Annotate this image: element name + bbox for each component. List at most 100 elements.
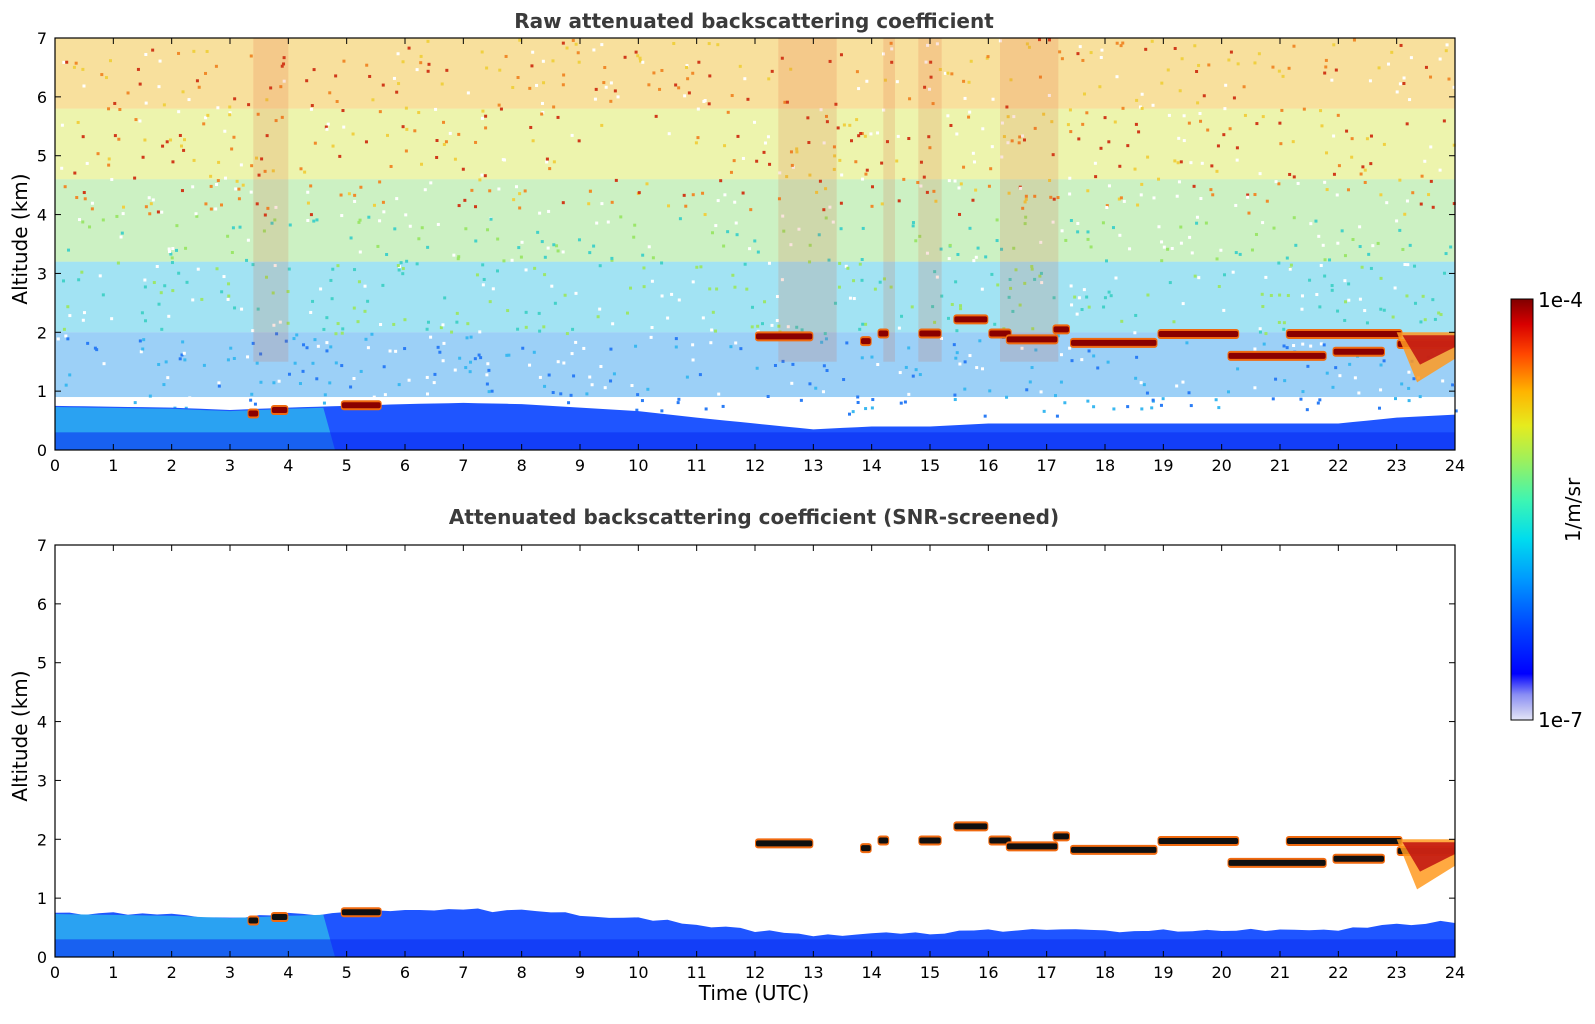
raw-noise-speck (907, 346, 911, 350)
raw-noise-speck (576, 51, 580, 55)
raw-noise-speck (946, 71, 950, 75)
raw-noise-speck (1134, 313, 1138, 317)
raw-noise-speck (645, 182, 649, 186)
raw-noise-speck (1253, 193, 1257, 197)
raw-noise-speck (1359, 172, 1363, 176)
raw-noise-speck (254, 156, 258, 160)
raw-noise-speck (169, 138, 173, 142)
raw-noise-speck (910, 305, 914, 309)
raw-noise-speck (777, 324, 781, 328)
raw-noise-speck (1347, 282, 1351, 286)
raw-noise-speck (714, 329, 718, 333)
raw-noise-speck (383, 393, 387, 397)
raw-noise-speck (322, 327, 326, 331)
raw-x-tick-label: 22 (1328, 456, 1348, 475)
screened-y-tick-label: 6 (37, 595, 47, 614)
screened-x-tick-label: 21 (1270, 963, 1290, 982)
raw-noise-speck (457, 204, 461, 208)
raw-noise-speck (919, 160, 923, 164)
raw-noise-speck (1073, 295, 1077, 299)
raw-noise-speck (178, 357, 182, 361)
raw-noise-speck (217, 384, 221, 388)
raw-noise-speck (741, 191, 745, 195)
raw-noise-speck (1142, 383, 1146, 387)
raw-noise-speck (1306, 364, 1310, 368)
raw-noise-speck (1246, 193, 1250, 197)
raw-noise-speck (1023, 222, 1027, 226)
raw-noise-speck (478, 330, 482, 334)
raw-noise-speck (974, 255, 978, 259)
raw-noise-speck (538, 375, 542, 379)
raw-noise-speck (1294, 243, 1298, 247)
raw-noise-speck (1106, 360, 1110, 364)
raw-noise-speck (914, 239, 918, 243)
raw-noise-speck (716, 199, 720, 203)
raw-noise-speck (439, 326, 443, 330)
raw-noise-speck (1024, 197, 1028, 201)
raw-noise-speck (382, 365, 386, 369)
raw-noise-speck (962, 165, 966, 169)
raw-noise-speck (426, 245, 430, 249)
raw-noise-speck (995, 239, 999, 243)
raw-noise-speck (185, 280, 189, 284)
raw-signal-band (55, 332, 1455, 398)
raw-noise-speck (590, 383, 594, 387)
raw-noise-speck (347, 192, 351, 196)
raw-noise-speck (407, 46, 411, 50)
raw-noise-speck (305, 79, 309, 83)
raw-noise-speck (226, 358, 230, 362)
raw-noise-speck (250, 392, 254, 396)
raw-axes: 0 1 2 3 4 5 6 7 8 9 10 11 12 13 14 15 16 17 18 19 20 21 22 23 24… (37, 29, 1465, 475)
raw-noise-speck (571, 327, 575, 331)
raw-noise-speck (925, 251, 929, 255)
raw-noise-speck (736, 134, 740, 138)
raw-noise-speck (571, 38, 575, 42)
raw-noise-speck (259, 380, 263, 384)
raw-noise-speck (160, 210, 164, 214)
raw-noise-speck (496, 269, 500, 273)
raw-noise-speck (824, 216, 828, 220)
raw-noise-speck (908, 97, 912, 101)
raw-noise-speck (263, 169, 267, 173)
raw-noise-speck (766, 394, 770, 398)
raw-noise-speck (885, 140, 889, 144)
raw-noise-speck (1099, 56, 1103, 60)
raw-noise-speck (401, 267, 405, 271)
raw-noise-speck (860, 278, 864, 282)
raw-noise-speck (762, 150, 766, 154)
raw-noise-speck (351, 132, 355, 136)
raw-noise-speck (634, 50, 638, 54)
raw-noise-speck (1232, 96, 1236, 100)
raw-noise-speck (955, 132, 959, 136)
raw-noise-speck (1103, 296, 1107, 300)
raw-noise-speck (1178, 89, 1182, 93)
raw-x-tick-label: 1 (108, 456, 118, 475)
raw-noise-speck (433, 372, 437, 376)
raw-noise-speck (121, 212, 125, 216)
raw-noise-speck (1172, 320, 1176, 324)
raw-noise-speck (1280, 108, 1284, 112)
raw-noise-speck (1151, 103, 1155, 107)
raw-noise-speck (1395, 90, 1399, 94)
screened-x-tick-label: 9 (575, 963, 585, 982)
raw-noise-speck (1076, 230, 1080, 234)
raw-noise-speck (1429, 179, 1433, 183)
raw-noise-speck (1160, 240, 1164, 244)
raw-noise-speck (1408, 243, 1412, 247)
raw-noise-speck (319, 287, 323, 291)
raw-noise-speck (1126, 405, 1130, 409)
raw-noise-speck (370, 332, 374, 336)
raw-noise-speck (104, 76, 108, 80)
raw-noise-speck (196, 267, 200, 271)
raw-noise-speck (897, 199, 901, 203)
raw-noise-speck (864, 322, 868, 326)
raw-noise-speck (864, 407, 868, 411)
raw-noise-speck (226, 297, 230, 301)
screened-y-tick-label: 2 (37, 830, 47, 849)
raw-noise-speck (1030, 264, 1034, 268)
raw-noise-speck (857, 134, 861, 138)
raw-noise-speck (1405, 294, 1409, 298)
raw-noise-speck (440, 82, 444, 86)
raw-noise-speck (1260, 292, 1264, 296)
screened-x-tick-label: 23 (1386, 963, 1406, 982)
